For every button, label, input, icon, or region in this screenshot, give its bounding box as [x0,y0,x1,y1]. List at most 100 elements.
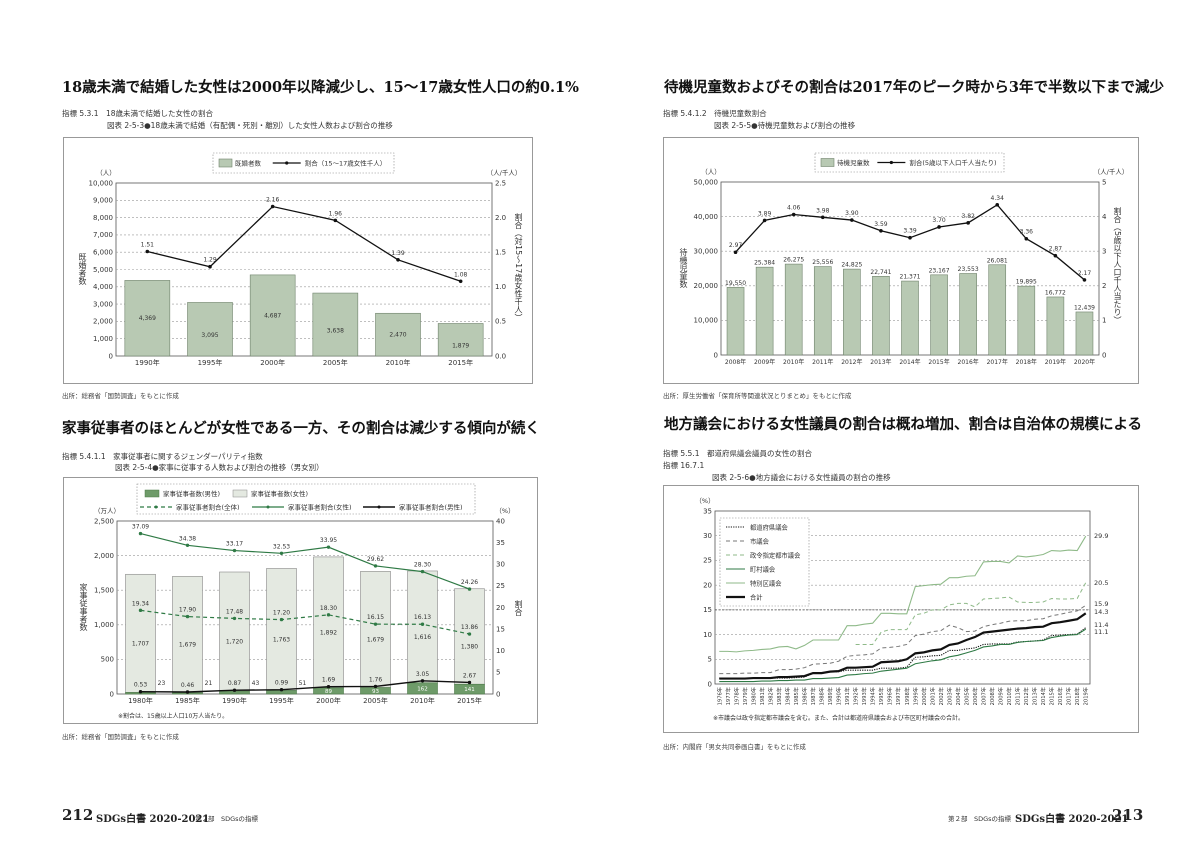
line-point [232,616,237,621]
legend-label: 家事従事者割合(男性) [399,503,463,512]
legend-label: 家事従事者数(男性) [163,489,220,498]
y-tick-label-right: 40 [496,517,505,525]
y-tick-label-right: 1 [1102,317,1106,325]
line-point [820,215,825,220]
line-point [185,690,190,694]
bar [249,274,296,357]
x-tick-label: 2015年 [928,358,949,366]
bar-female-value-label: 1,892 [320,629,337,636]
bar-value-label: 23,167 [929,267,950,274]
bar-male [407,682,438,695]
line-value-label: 29.62 [367,556,384,563]
y-tick-label: 0 [109,352,113,360]
y-tick-label-right: 35 [496,539,505,547]
line-point [185,614,190,619]
y-tick-label: 1,000 [93,335,113,343]
line-point [467,632,472,636]
legend-box [719,517,810,607]
legend-label: 特別区議会 [750,578,782,587]
bar [1017,285,1036,356]
x-tick-label: 1999年 [911,687,919,705]
bar-value-label: 2,470 [389,332,406,339]
x-tick-label: 1985年 [792,687,800,705]
y-tick-label: 30 [703,532,712,540]
x-tick-label: 2013年 [1031,687,1039,705]
bar-value-label: 23,553 [958,266,979,273]
source-note: 出所：総務省「国勢調査」をもとに作成 [62,392,179,400]
line-value-label: 33.17 [226,541,243,548]
x-tick-label: 1987年 [809,687,817,705]
x-tick-label: 1982年 [766,687,774,705]
bar-value-label: 4,369 [139,315,156,322]
x-tick-label: 2017年 [1065,687,1073,705]
line-point [1024,236,1029,241]
y-tick-label-right: 4 [1102,213,1107,221]
unit-right: （%） [495,507,514,515]
line-point [458,279,463,284]
x-tick-label: 1976年 [715,687,723,705]
line-value-label: 1.76 [369,676,383,683]
y-tick-label-right: 1.5 [495,249,506,257]
unit-left: （%） [695,497,714,505]
bar [187,302,233,357]
bar [843,268,861,356]
legend-box [136,483,476,515]
y-tick-label: 0 [708,680,712,688]
line-value-label: 3.82 [961,213,975,220]
y-axis-title: 家事従事者数 [79,583,88,631]
line-point [373,622,378,626]
legend-marker [285,161,289,165]
x-tick-label: 2018年 [1073,687,1081,705]
x-tick-label: 2015年 [1048,687,1056,705]
plot-area [714,510,1091,685]
y-tick-label-right: 0.0 [495,352,506,360]
bar-value-label: 12,439 [1074,304,1095,311]
x-tick-label: 2014年 [1039,687,1047,705]
line-value-label: 3.90 [845,210,859,217]
figure-caption: 図表 2-5-6●地方議会における女性議員の割合の推移 [712,473,891,482]
x-tick-label: 1988年 [818,687,826,705]
line-value-label: 0.99 [275,680,289,687]
x-tick-label: 1980年 [749,687,757,705]
x-tick-label: 2005年 [363,696,388,705]
line-point [279,617,284,622]
bar-value-label: 4,687 [264,312,281,319]
y-tick-label: 1,500 [94,587,114,595]
line-series [719,535,1087,653]
x-tick-label: 2004年 [954,687,962,705]
x-tick-label: 1997年 [894,687,902,705]
bar [930,274,948,356]
line-point [326,545,331,549]
line-value-label: 1.96 [329,210,343,217]
bar-value-label: 1,879 [452,343,469,350]
x-tick-label: 2006年 [971,687,979,705]
bar-male-value-label: 89 [325,689,332,695]
x-tick-label: 2000年 [316,696,341,705]
x-tick-label: 2010年 [410,696,435,705]
unit-right: （人/千人） [1094,167,1129,176]
line-point [185,543,190,548]
line-point [966,221,970,225]
bar-female-value-label: 1,707 [132,640,149,647]
page-number-left: 212 [62,806,94,824]
x-tick-label: 1995年 [198,358,223,367]
line-value-label: 33.95 [320,537,337,544]
x-tick-label: 1993年 [860,687,868,705]
line-value-label: 0.53 [134,682,148,689]
y-tick-label: 500 [101,656,114,664]
line-value-label: 3.89 [758,210,772,217]
bar [312,292,359,357]
line-value-label: 2.87 [1049,246,1063,253]
x-tick-label: 2015年 [457,696,482,705]
bar-value-label: 25,556 [812,259,833,266]
line-point [420,622,425,626]
bar-female-value-label: 1,679 [367,636,384,643]
line-series [855,582,1087,645]
indicator-label: 指標 5.3.1 18歳未満で結婚した女性の割合 [62,109,214,118]
line-point [733,250,738,255]
line-value-label: 0.87 [228,680,242,687]
line-value-label: 19.34 [132,600,149,607]
y-tick-label: 6,000 [93,249,113,257]
line-value-label: 2.17 [1078,270,1092,277]
line-series [719,604,1087,675]
